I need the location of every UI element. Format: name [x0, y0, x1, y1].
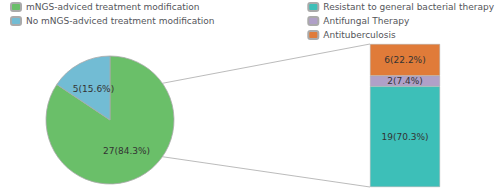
svg-text:mNGS-adviced treatment modific: mNGS-adviced treatment modification [26, 2, 199, 12]
svg-text:5(15.6%): 5(15.6%) [73, 84, 114, 94]
svg-text:2(7.4%): 2(7.4%) [387, 76, 423, 86]
svg-text:6(22.2%): 6(22.2%) [384, 55, 425, 65]
svg-text:Antifungal Therapy: Antifungal Therapy [323, 16, 410, 26]
svg-text:27(84.3%): 27(84.3%) [103, 146, 150, 156]
svg-text:Resistant to general bacterial: Resistant to general bacterial therapy [323, 2, 494, 12]
svg-text:Antituberculosis: Antituberculosis [323, 30, 396, 40]
svg-text:No mNGS-adviced treatment modi: No mNGS-adviced treatment modification [26, 16, 215, 26]
svg-text:19(70.3%): 19(70.3%) [381, 132, 428, 142]
